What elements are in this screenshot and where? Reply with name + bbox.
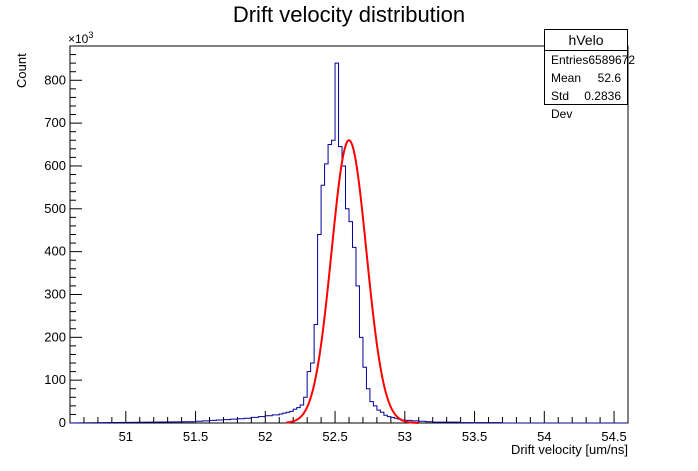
y-tick-label: 0 (59, 415, 66, 430)
x-axis-label: Drift velocity [um/ns] (510, 442, 628, 457)
stats-row-mean: Mean 52.6 (545, 69, 627, 87)
stats-value: 0.2836 (584, 89, 621, 103)
fit-curve-series (286, 139, 419, 424)
chart-title: Drift velocity distribution (232, 2, 466, 27)
x-axis: 51 51.5 52 52.5 53 53.5 54 54.5 (69, 411, 629, 444)
y-tick-label: 700 (44, 115, 66, 130)
stats-label: Std Dev (551, 89, 573, 121)
x-tick-label: 54 (537, 429, 551, 444)
y-tick-label: 300 (44, 286, 66, 301)
stats-box: hVelo Entries 6589672 Mean 52.6 Std Dev … (544, 29, 635, 121)
y-tick-label: 200 (44, 329, 66, 344)
y-tick-label: 800 (44, 72, 66, 87)
y-axis-multiplier: ×103 (68, 30, 93, 46)
multiplier-base: ×10 (68, 32, 89, 46)
histogram-series (69, 62, 628, 424)
x-tick-label: 51 (119, 429, 133, 444)
stats-value: 6589672 (588, 53, 636, 67)
y-tick-label: 600 (44, 158, 66, 173)
x-tick-label: 52 (258, 429, 272, 444)
x-tick-label: 51.5 (183, 429, 208, 444)
stats-label: Entries (551, 53, 589, 67)
fit-curve-line (286, 139, 419, 424)
stats-value: 52.6 (597, 71, 621, 85)
y-axis-label: Count (14, 53, 29, 88)
y-tick-label: 100 (44, 372, 66, 387)
stats-label: Mean (551, 71, 582, 85)
stats-row-stddev: Std Dev 0.2836 (545, 87, 627, 121)
x-tick-label: 53.5 (462, 429, 487, 444)
x-tick-label: 53 (398, 429, 412, 444)
histogram-step-line (69, 62, 628, 424)
y-axis: 0 100 200 300 400 500 600 700 800 (44, 45, 82, 430)
x-tick-label: 54.5 (601, 429, 626, 444)
stats-histogram-name: hVelo (545, 30, 627, 51)
stats-row-entries: Entries 6589672 (545, 51, 635, 69)
y-tick-label: 400 (44, 244, 66, 259)
y-tick-label: 500 (44, 201, 66, 216)
multiplier-exponent: 3 (88, 30, 94, 40)
x-tick-label: 52.5 (322, 429, 347, 444)
